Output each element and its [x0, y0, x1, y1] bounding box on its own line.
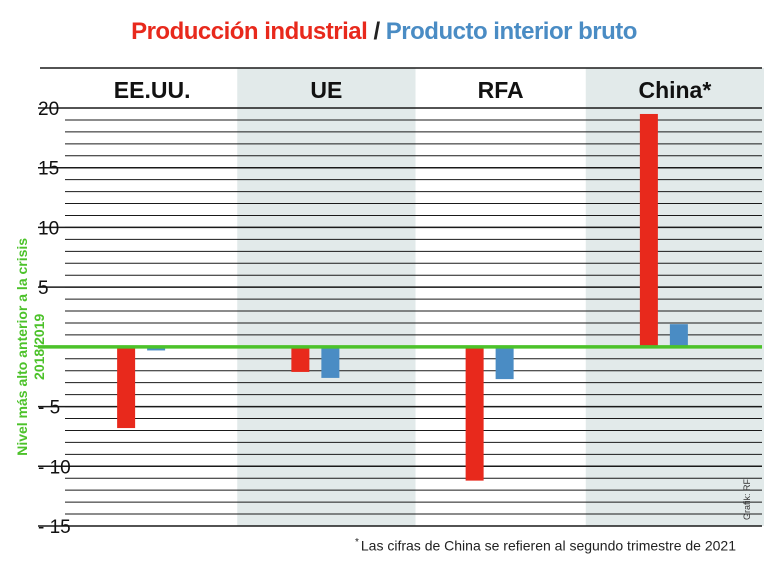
footnote: * Las cifras de China se refieren al segu…: [355, 537, 736, 554]
y-tick-label: 20: [38, 99, 59, 120]
y-tick-label: 10: [38, 218, 59, 239]
y-axis-label: Nivel más alto anterior a la crisis2018/…: [14, 238, 47, 456]
y-tick-label: - 15: [38, 517, 71, 538]
title-separator: /: [373, 18, 380, 45]
y-axis-label-line: 2018/2019: [31, 314, 47, 380]
y-axis-label-line: Nivel más alto anterior a la crisis: [14, 238, 30, 456]
shaded-column: [585, 68, 764, 526]
bar-industrial-production: [291, 346, 310, 372]
bar-industrial-production: [465, 346, 484, 481]
category-label: China*: [638, 77, 711, 103]
bar-industrial-production: [117, 346, 136, 429]
bar-gdp: [321, 346, 340, 378]
y-tick-label: - 5: [38, 398, 60, 419]
bar-gdp: [147, 346, 166, 351]
footnote-marker: *: [354, 537, 359, 548]
bar-gdp: [495, 346, 514, 380]
category-label: EE.UU.: [114, 77, 191, 103]
category-label: RFA: [478, 77, 524, 103]
category-label: UE: [310, 77, 342, 103]
y-tick-label: 5: [38, 278, 49, 299]
title-gdp: Producto interior bruto: [385, 18, 638, 45]
bar-gdp: [669, 324, 688, 347]
graphic-credit: Grafik: RF: [742, 478, 752, 520]
footnote-text: Las cifras de China se refieren al segun…: [360, 537, 736, 554]
shaded-column: [237, 68, 416, 526]
y-tick-label: 15: [38, 159, 59, 180]
y-tick-label: - 10: [38, 457, 71, 478]
title-industrial-production: Producción industrial: [131, 18, 368, 45]
bar-industrial-production: [639, 113, 658, 347]
chart-title: Producción industrial / Producto interio…: [0, 18, 768, 46]
